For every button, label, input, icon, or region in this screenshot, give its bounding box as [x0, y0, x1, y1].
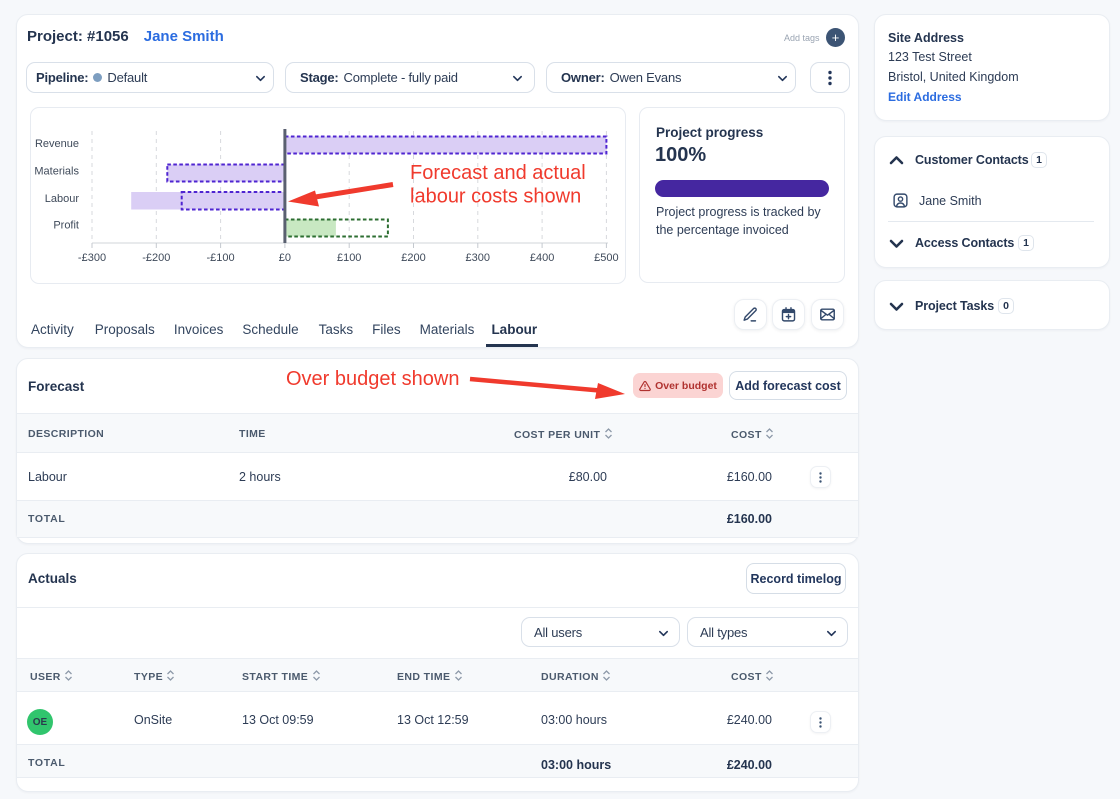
- svg-text:-£300: -£300: [78, 252, 106, 264]
- svg-text:Profit: Profit: [53, 220, 79, 232]
- svg-text:Labour: Labour: [45, 193, 80, 205]
- svg-text:-£200: -£200: [142, 252, 170, 264]
- svg-text:£400: £400: [530, 252, 554, 264]
- svg-text:Revenue: Revenue: [35, 138, 79, 150]
- svg-text:labour costs shown: labour costs shown: [410, 186, 581, 208]
- svg-text:£200: £200: [401, 252, 425, 264]
- svg-text:-£100: -£100: [207, 252, 235, 264]
- svg-text:£100: £100: [337, 252, 361, 264]
- svg-text:Materials: Materials: [34, 165, 79, 177]
- svg-text:£300: £300: [466, 252, 490, 264]
- svg-text:£0: £0: [279, 252, 291, 264]
- svg-text:£500: £500: [594, 252, 618, 264]
- svg-text:Forecast and actual: Forecast and actual: [410, 162, 586, 184]
